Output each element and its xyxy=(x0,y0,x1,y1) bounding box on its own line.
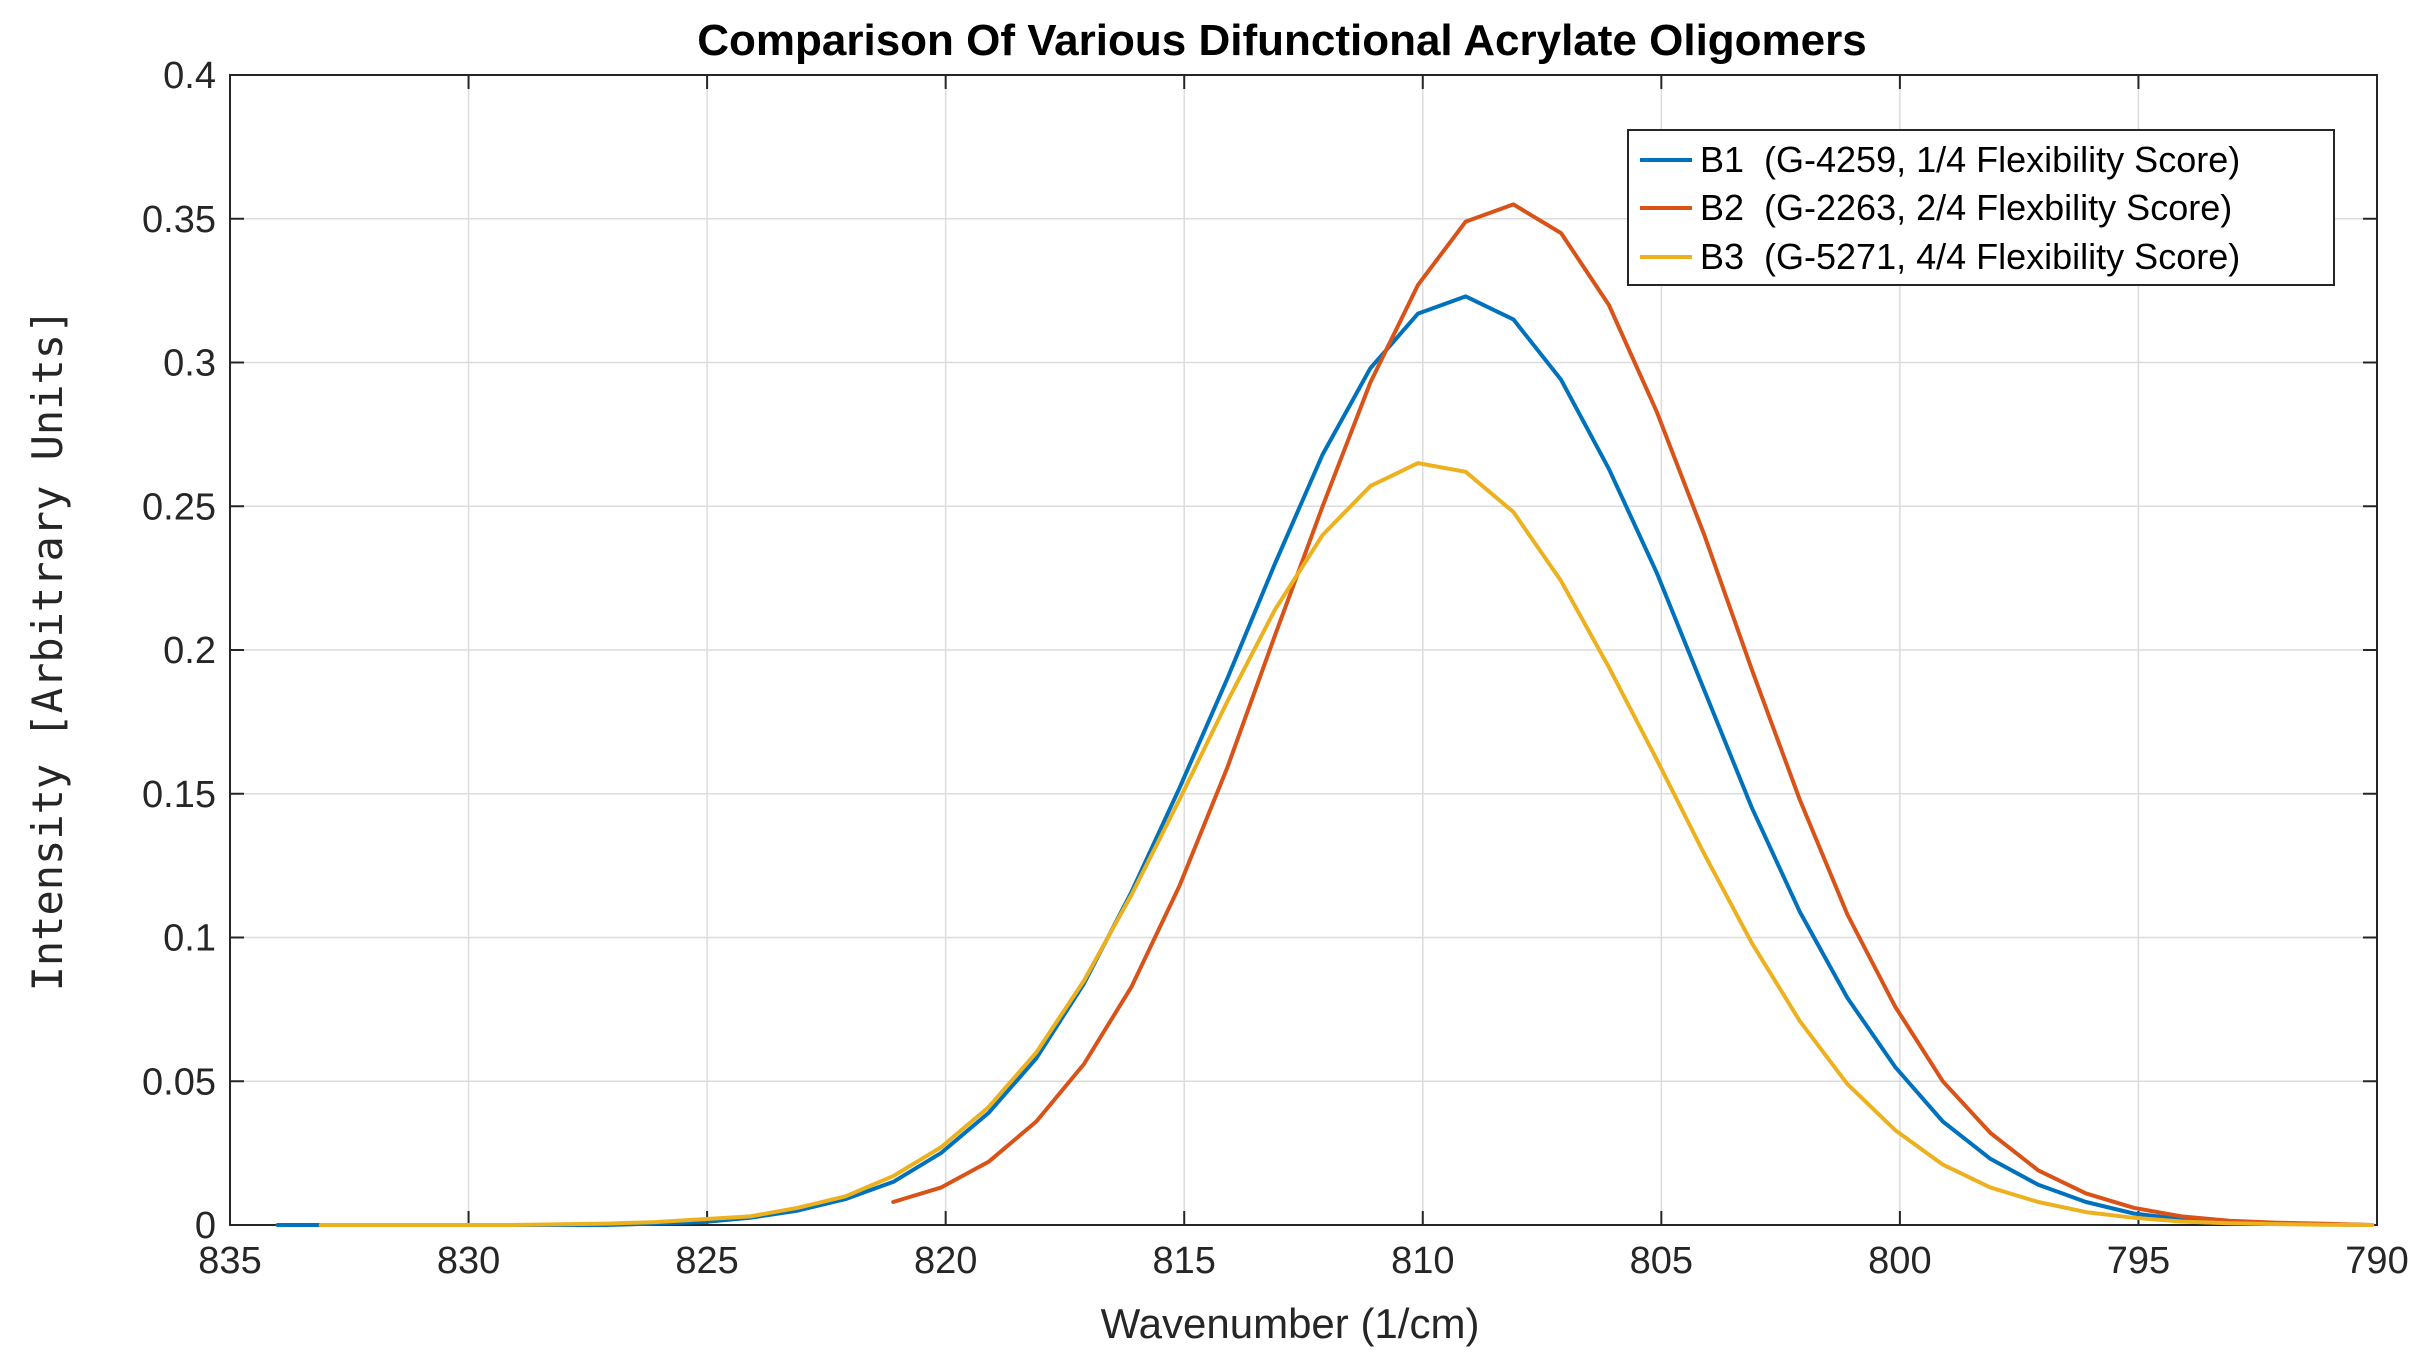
x-tick-label: 820 xyxy=(914,1240,977,1282)
series-line-b2 xyxy=(891,202,2375,1227)
y-tick-label: 0.2 xyxy=(163,630,216,672)
y-tick-label: 0 xyxy=(195,1205,216,1247)
x-tick-label: 800 xyxy=(1868,1240,1931,1282)
legend-label-b1: B1 (G-4259, 1/4 Flexibility Score) xyxy=(1700,139,2240,180)
y-tick-label: 0.35 xyxy=(142,199,216,241)
legend-label-b2: B2 (G-2263, 2/4 Flexbility Score) xyxy=(1700,187,2232,228)
x-tick-label: 790 xyxy=(2345,1240,2408,1282)
x-tick-label: 815 xyxy=(1153,1240,1216,1282)
x-tick-label: 795 xyxy=(2107,1240,2170,1282)
chart-title: Comparison Of Various Difunctional Acryl… xyxy=(697,16,1867,65)
x-axis-label: Wavenumber (1/cm) xyxy=(1101,1300,1480,1347)
y-axis-label: Intensity [Arbitrary Units] xyxy=(23,309,72,992)
legend-label-b3: B3 (G-5271, 4/4 Flexibility Score) xyxy=(1700,236,2240,277)
y-tick-label: 0.4 xyxy=(163,55,216,97)
y-tick-label: 0.1 xyxy=(163,918,216,960)
x-tick-label: 810 xyxy=(1391,1240,1454,1282)
legend-box xyxy=(1627,129,2335,286)
y-tick-label: 0.3 xyxy=(163,343,216,385)
series-group xyxy=(275,202,2375,1227)
x-tick-label: 835 xyxy=(198,1240,261,1282)
x-tick-label: 830 xyxy=(437,1240,500,1282)
y-tick-label: 0.15 xyxy=(142,774,216,816)
y-tick-label: 0.05 xyxy=(142,1061,216,1103)
x-tick-label: 805 xyxy=(1630,1240,1693,1282)
y-tick-label: 0.25 xyxy=(142,486,216,528)
legend[interactable]: B1 (G-4259, 1/4 Flexibility Score) B2 (G… xyxy=(1627,129,2335,286)
series-line-b3 xyxy=(318,461,2375,1227)
ticks: 835 830 825 820 815 810 805 800 795 790 0 0.05 0.1 0.… xyxy=(142,55,2409,1282)
x-tick-label: 825 xyxy=(675,1240,738,1282)
